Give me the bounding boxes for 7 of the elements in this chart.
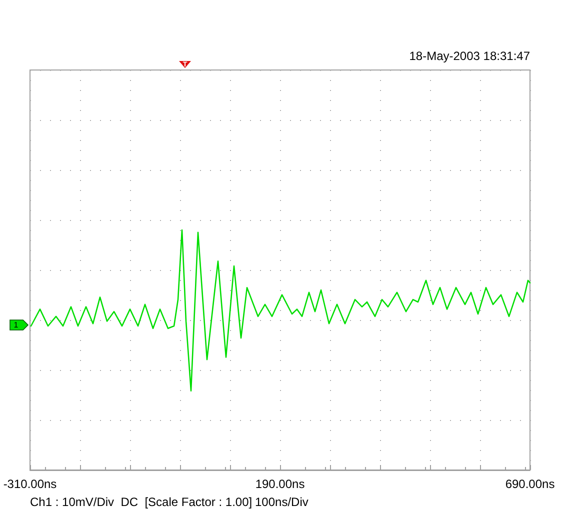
text: 1: [14, 320, 19, 330]
text: 100ns/Div: [255, 495, 308, 509]
x-tick-label: -310.00ns: [3, 477, 57, 491]
x-tick-label: 190.00ns: [255, 477, 305, 491]
text: 18-May-2003 18:31:47: [409, 49, 530, 63]
text: Ch1 : 10mV/Div DC [Scale Factor : 1.00]: [30, 495, 252, 509]
x-tick-label: 690.00ns: [505, 477, 555, 491]
